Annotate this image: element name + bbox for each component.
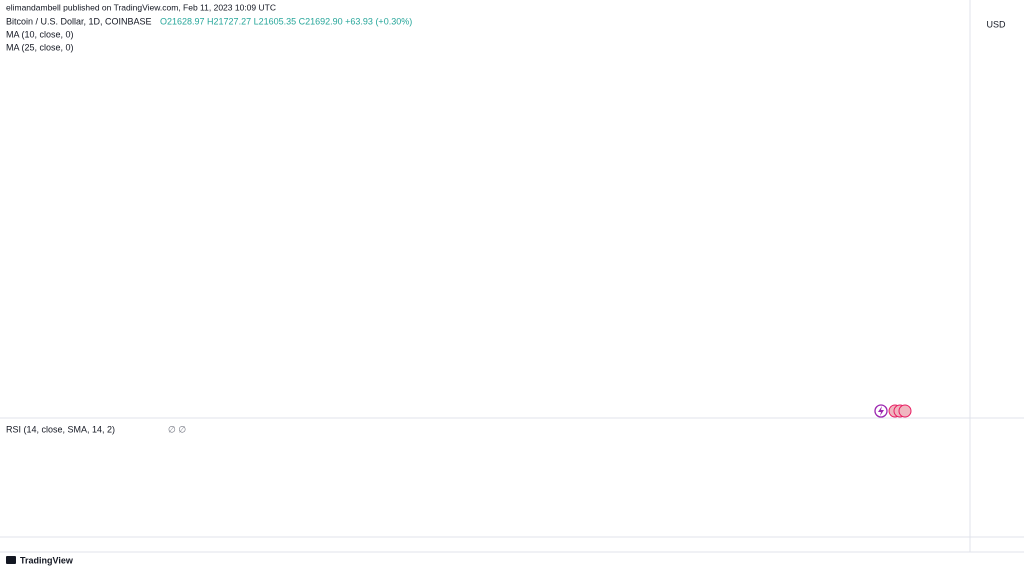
rsi-title: RSI (14, close, SMA, 14, 2) [6,424,115,434]
axis-layer [0,0,1024,553]
legend-name: MA (25, close, 0) [6,42,74,52]
currency: USD [986,19,1006,29]
symbol: Bitcoin / U.S. Dollar, 1D, COINBASE [6,16,152,26]
event-icons [874,404,912,418]
text-layer: elimandambell published on TradingView.c… [6,2,1006,565]
logo-icon [6,556,16,564]
rsi-flags: ∅ ∅ [168,424,186,434]
publisher: elimandambell published on TradingView.c… [6,2,276,12]
tradingview-logo: TradingView [6,555,74,565]
footer-brand: TradingView [20,555,74,565]
legend-name: MA (10, close, 0) [6,29,74,39]
event-icon-bolt [878,406,884,416]
ohlc: O21628.97 H21727.27 L21605.35 C21692.90 … [160,16,412,26]
event-icon [898,404,912,418]
